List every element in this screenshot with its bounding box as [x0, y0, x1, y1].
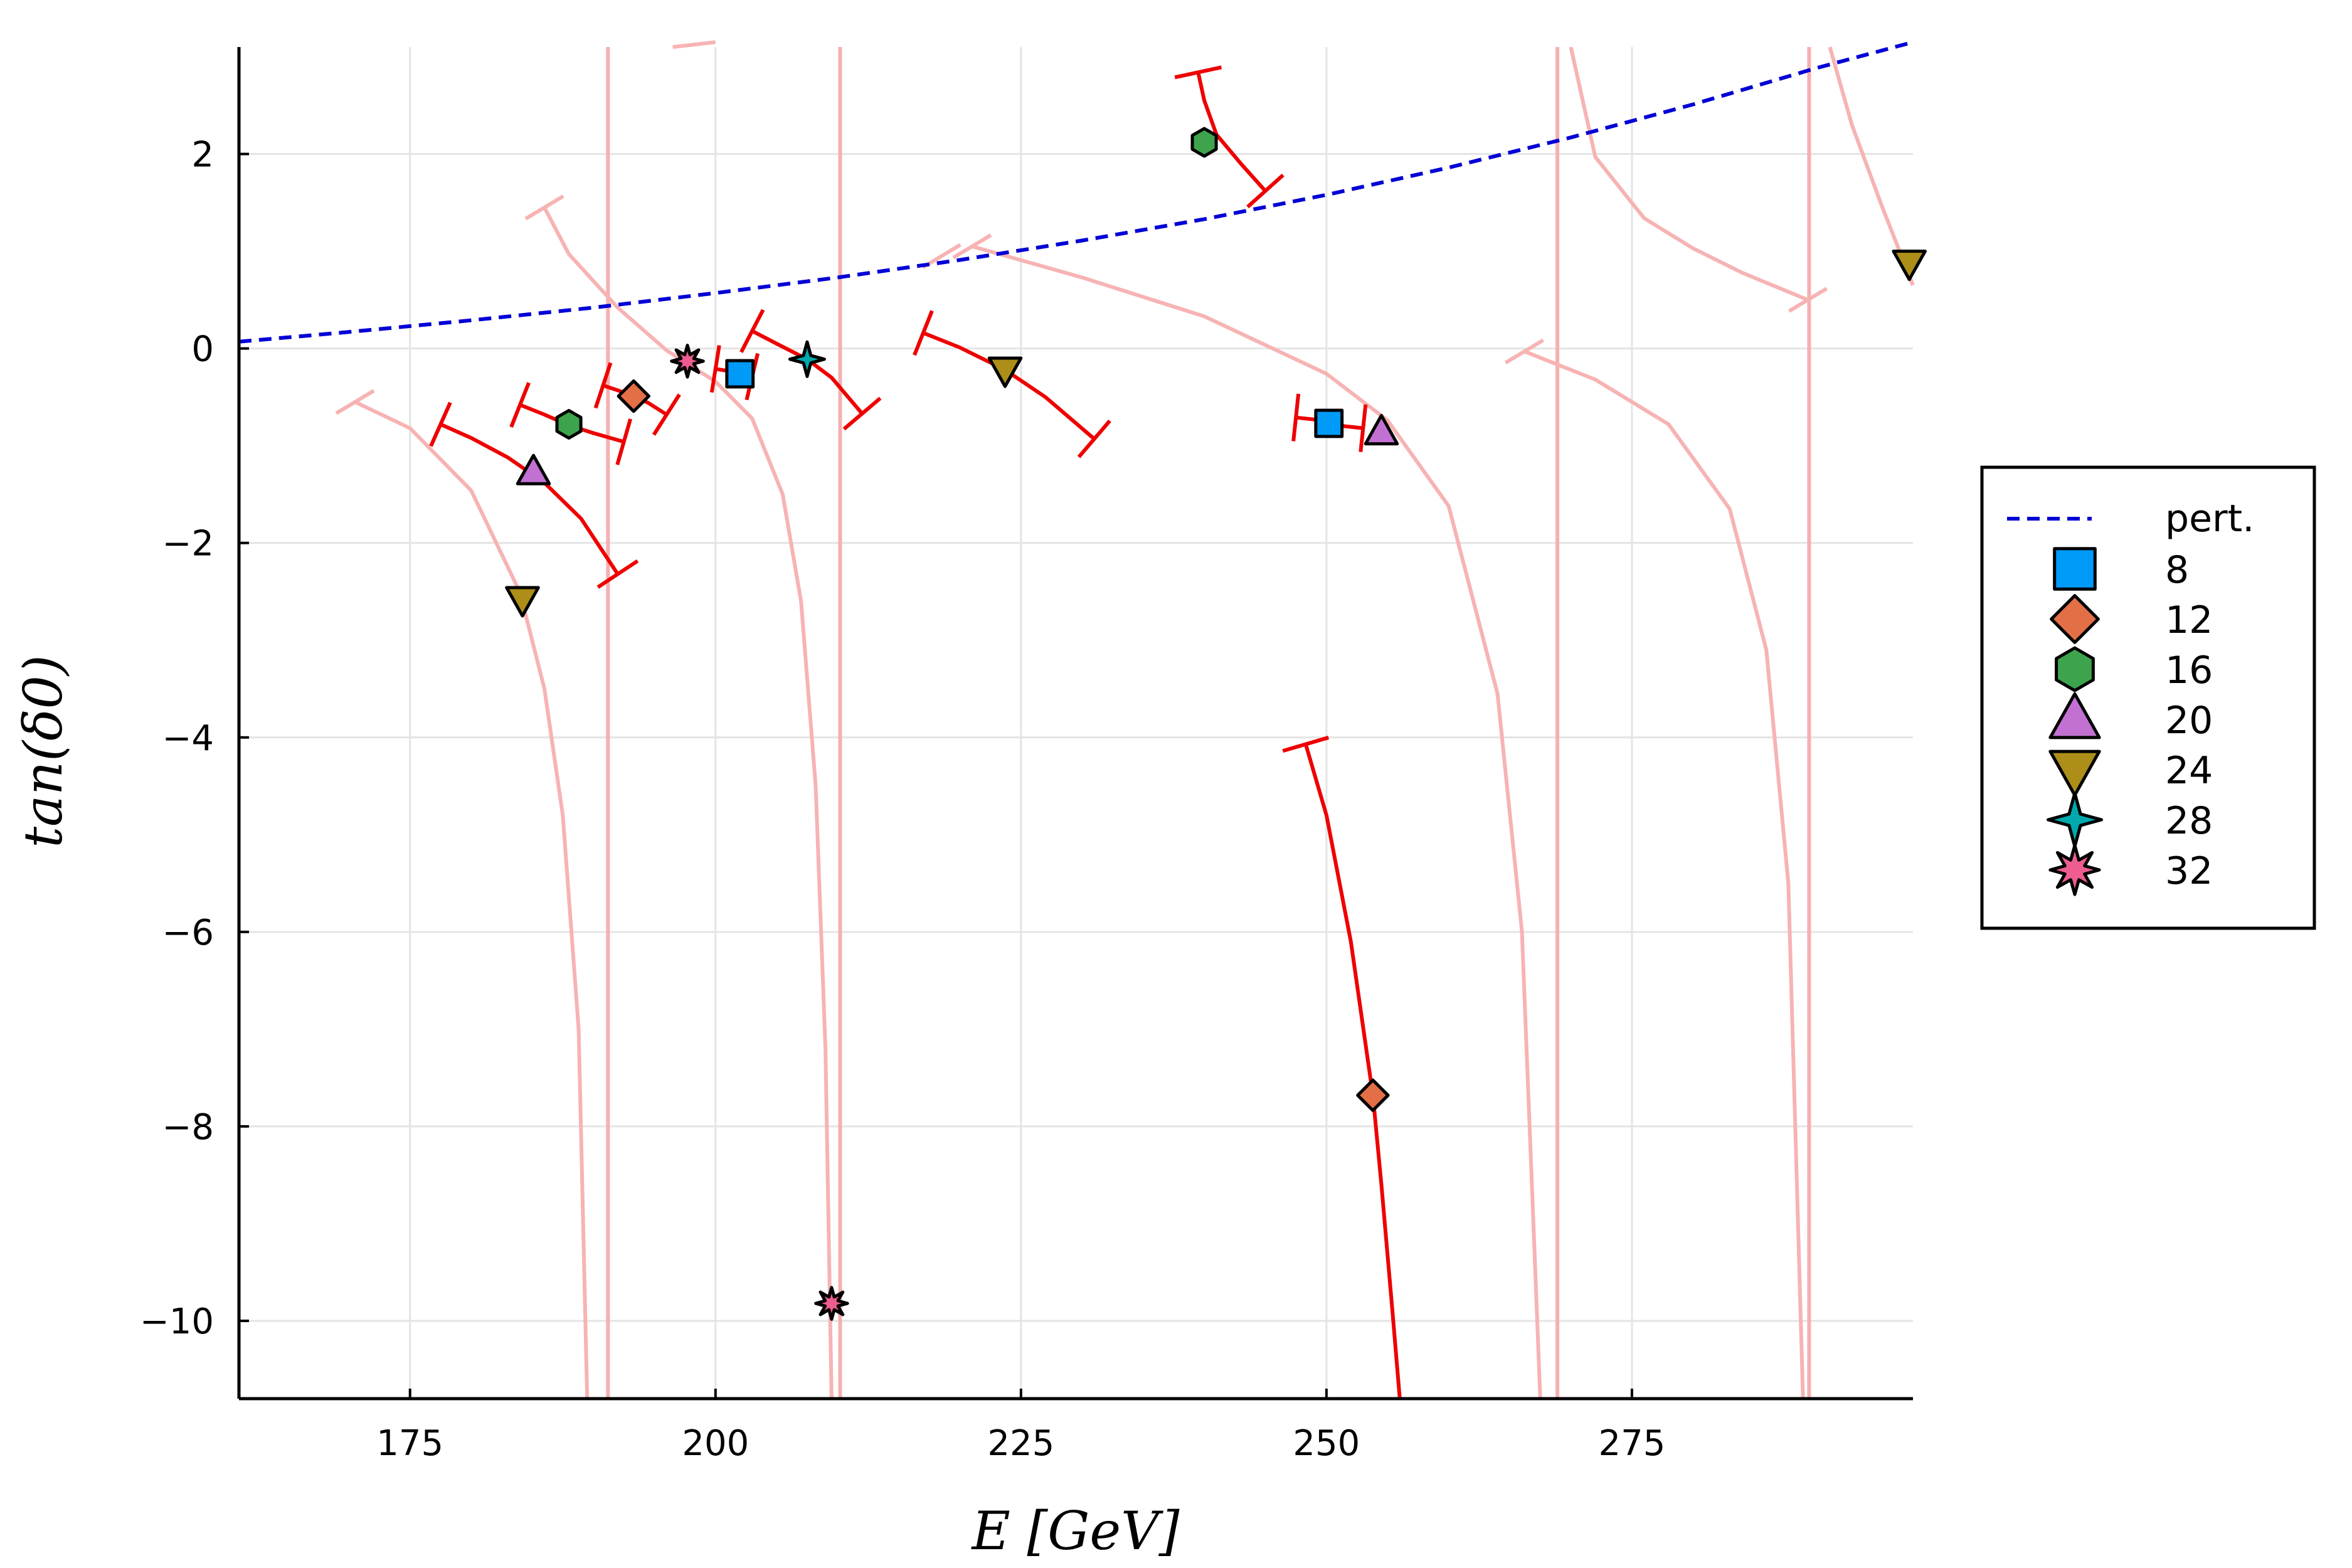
marker-16-1: [1190, 127, 1218, 158]
branch-cap-3: [952, 233, 992, 260]
error-cap-8-0: [1282, 736, 1330, 753]
x-tick-labels: 175 200 225 250 275: [376, 1423, 1665, 1464]
y-tick-label-4: −6: [162, 913, 214, 953]
data-markers: [505, 127, 1927, 1321]
y-tick-label-2: −2: [162, 524, 214, 564]
legend-label-pert: pert.: [2165, 497, 2254, 541]
marker-20-1: [1364, 414, 1399, 446]
curve-branch-5: [1569, 46, 1809, 302]
curve-branch-6: [1828, 46, 1915, 286]
legend-box: [1980, 465, 2316, 930]
legend-label-24: 24: [2165, 749, 2213, 793]
axes: [237, 47, 1913, 1401]
error-cap-1-1: [615, 418, 633, 465]
y-tick-labels: 2 0 −2 −4 −6 −8 −10: [140, 135, 214, 1342]
error-cap-7-1: [1359, 404, 1368, 452]
error-cap-0-1: [596, 559, 639, 589]
y-tick-label-6: −10: [140, 1301, 214, 1342]
y-tick-label-5: −8: [162, 1107, 214, 1148]
error-cap-1-0: [509, 382, 531, 428]
marker-32-0: [670, 344, 705, 379]
legend-label-8: 8: [2165, 548, 2189, 592]
legend-label-20: 20: [2165, 699, 2213, 743]
x-tick-label-250: 250: [1293, 1423, 1360, 1464]
marker-24-2: [1892, 250, 1927, 282]
marker-24-0: [505, 586, 540, 618]
legend-label-16: 16: [2165, 649, 2213, 692]
faint-curve-branches: [335, 40, 1915, 1399]
error-cap-5-0: [913, 310, 934, 356]
y-axis-title: tan(δ0): [13, 655, 74, 848]
y-tick-label-0: 2: [191, 135, 214, 176]
legend-marker-20: [2048, 692, 2101, 739]
x-tick-label-275: 275: [1598, 1423, 1665, 1464]
legend-label-12: 12: [2165, 598, 2213, 642]
y-tick-label-1: 0: [191, 329, 214, 370]
marker-16-0: [555, 409, 583, 440]
curve-branch-4: [1523, 349, 1805, 1399]
branch-cap-4: [1504, 338, 1545, 364]
error-cap-4-1: [842, 396, 882, 431]
error-cap-5-1: [1077, 419, 1111, 458]
legend-marker-12: [2050, 594, 2100, 644]
error-cap-0-0: [429, 401, 452, 447]
marker-12-0: [617, 379, 650, 413]
marker-20-0: [516, 453, 551, 485]
branch-cap-5: [1788, 287, 1828, 313]
marker-32-1: [814, 1286, 849, 1321]
legend-marker-8: [2053, 547, 2097, 591]
curve-branch-2: [672, 40, 716, 49]
grid-lines: [239, 47, 1913, 1399]
error-cap-2-0: [593, 362, 613, 409]
legend-marker-16: [2055, 646, 2095, 692]
error-cap-6-1: [1246, 173, 1285, 209]
curve-branch-3: [972, 244, 1542, 1399]
x-tick-label-200: 200: [682, 1423, 749, 1464]
legend-marker-32: [2048, 844, 2101, 896]
error-cap-3-0: [709, 345, 721, 393]
error-cap-2-1: [652, 393, 681, 436]
legend: pert. 8 12 16 20 24 28 32: [1980, 465, 2316, 930]
y-tick-label-3: −4: [162, 718, 214, 759]
x-tick-label-225: 225: [987, 1423, 1054, 1464]
x-tick-label-175: 175: [376, 1423, 443, 1464]
error-cap-7-0: [1291, 393, 1301, 442]
branch-cap-0: [335, 389, 375, 415]
pert-line: [238, 40, 1914, 344]
marker-12-1: [1356, 1078, 1390, 1112]
curve-branch-0: [354, 400, 590, 1399]
marker-8-0: [725, 359, 755, 389]
branch-cap-1: [524, 194, 564, 221]
curve-branch-1: [543, 206, 834, 1399]
legend-marker-24: [2048, 750, 2101, 797]
error-cap-6-0: [1174, 65, 1222, 80]
marker-8-1: [1314, 408, 1344, 438]
x-axis-title: E [GeV]: [970, 1500, 1179, 1562]
legend-label-28: 28: [2165, 799, 2213, 843]
marker-28-0: [788, 340, 826, 378]
marker-24-1: [987, 356, 1023, 388]
error-bands: [429, 65, 1402, 1399]
error-cap-4-0: [739, 309, 765, 353]
legend-label-32: 32: [2165, 849, 2213, 893]
perturbative-curve: [238, 40, 1914, 344]
